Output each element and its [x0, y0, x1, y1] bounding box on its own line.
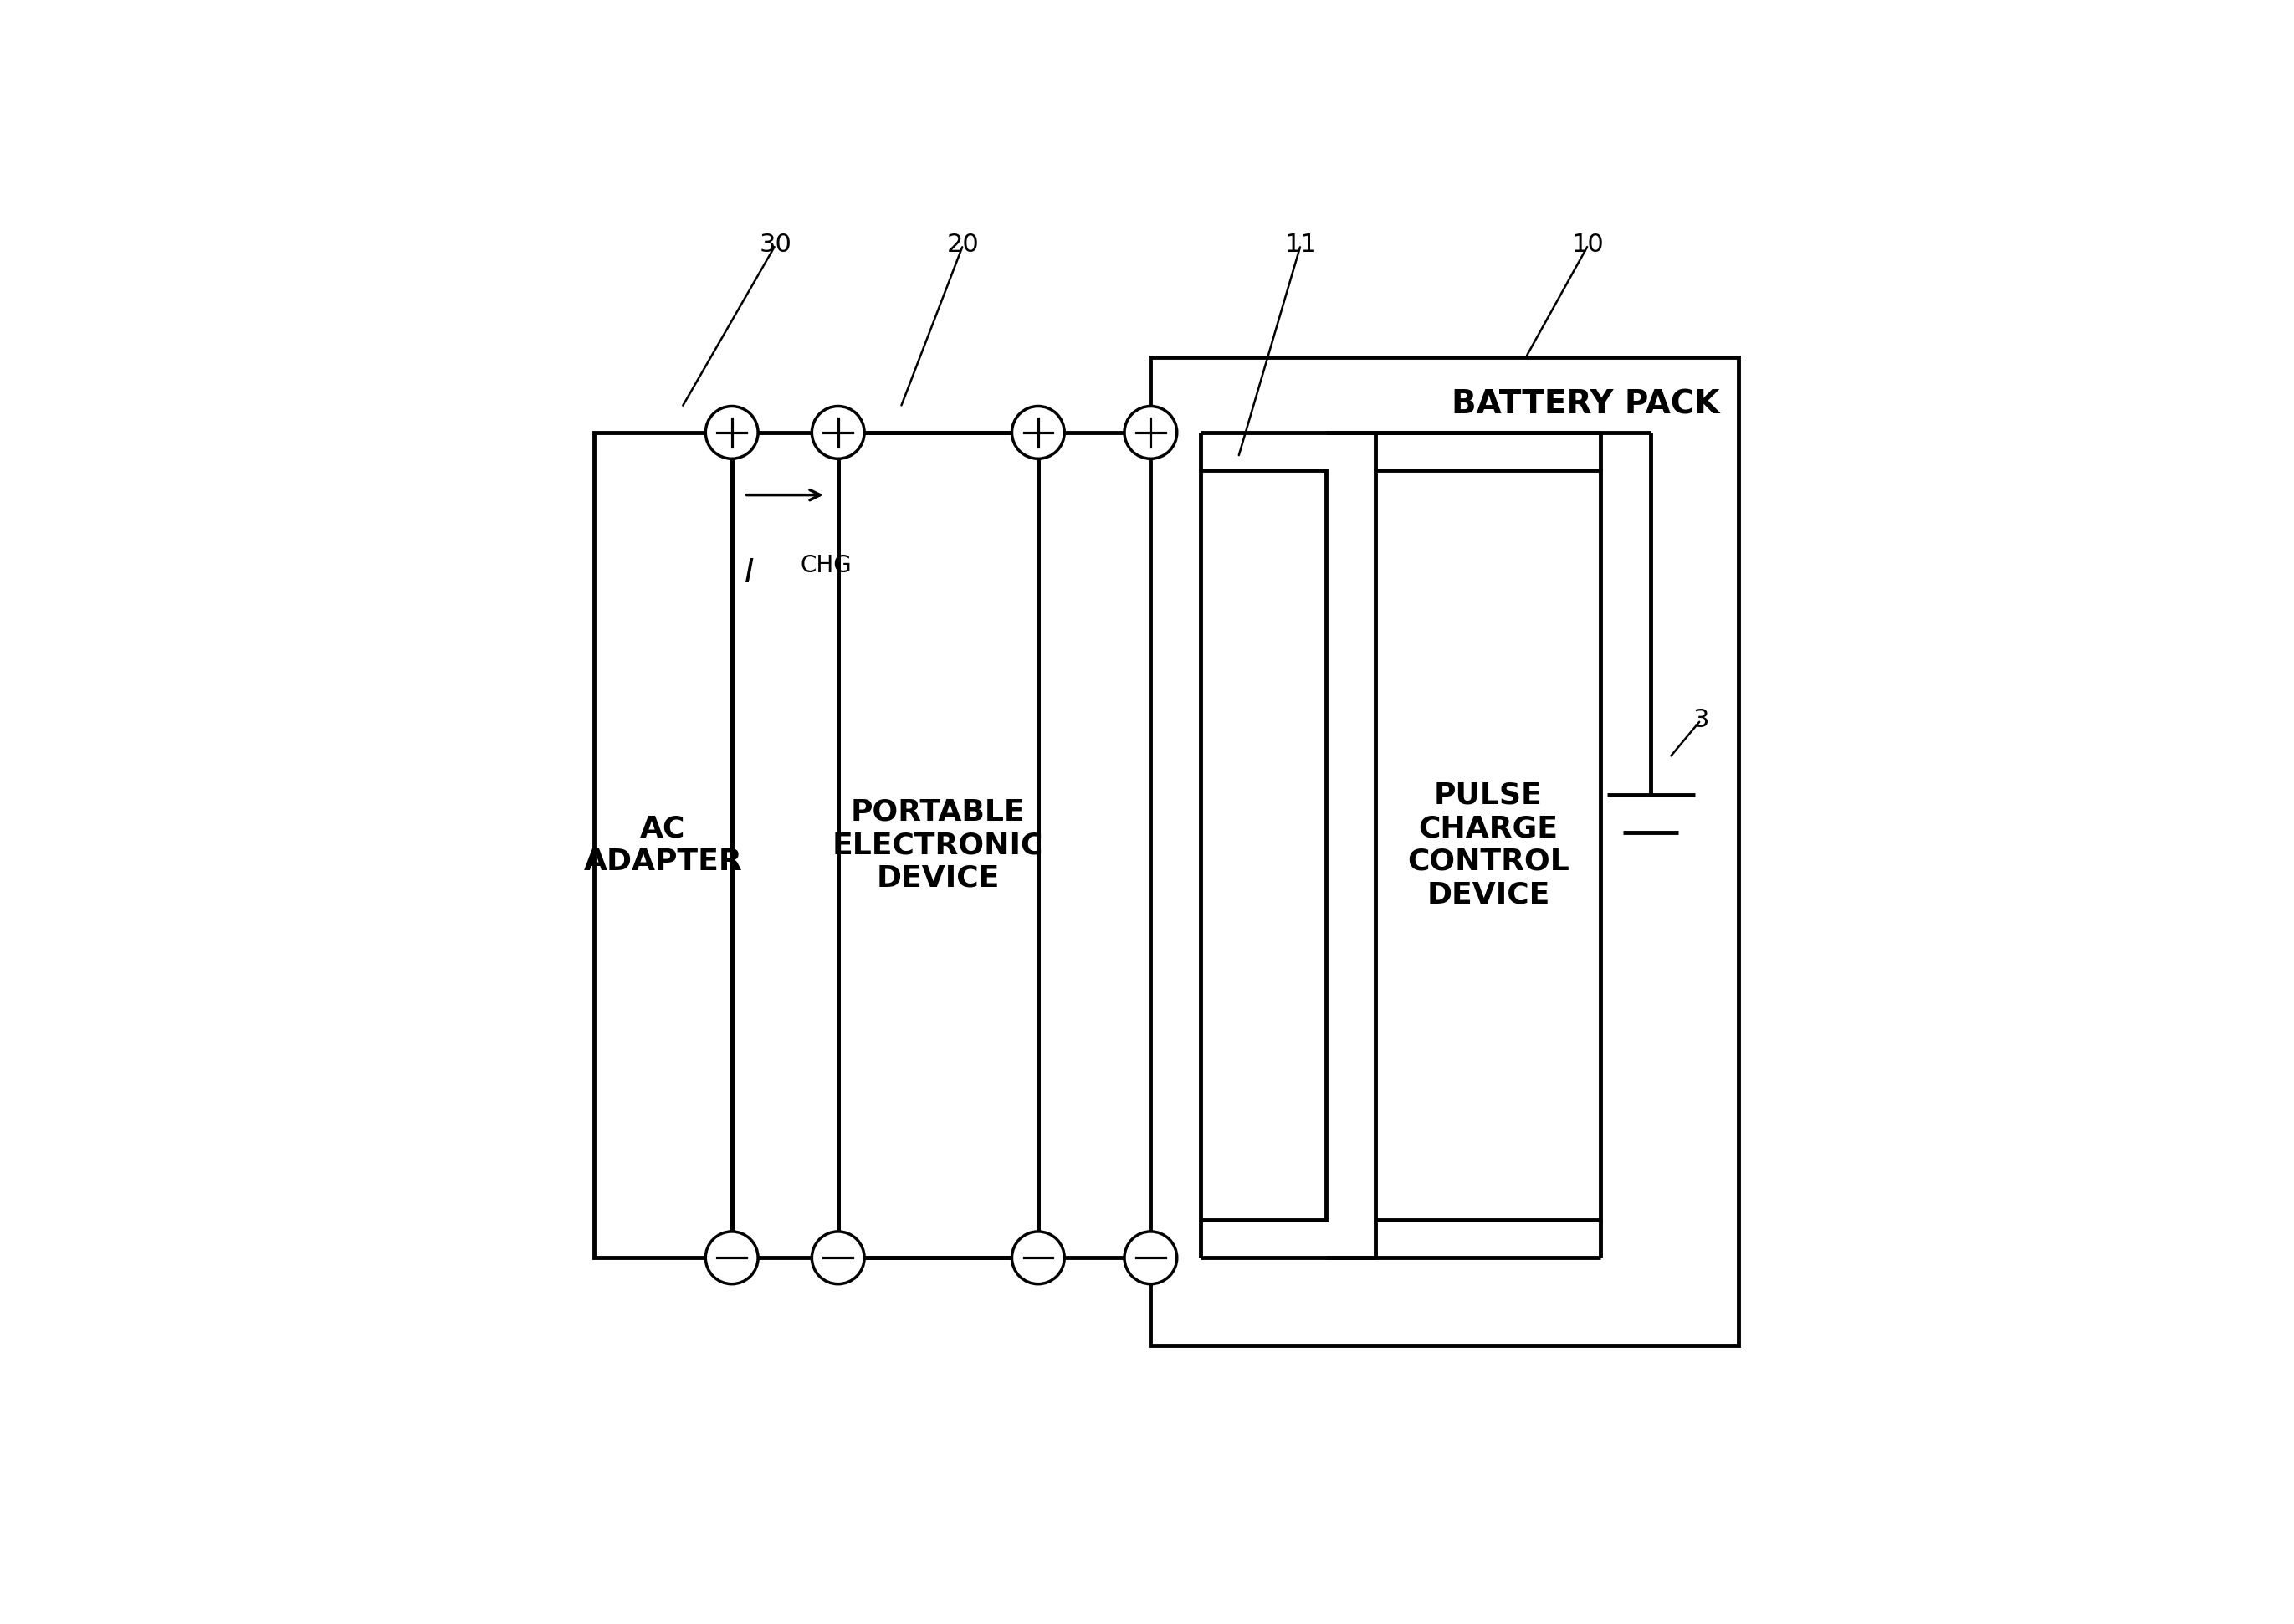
Circle shape — [707, 1231, 757, 1285]
Text: 11: 11 — [1285, 232, 1317, 257]
Text: 3: 3 — [1693, 708, 1709, 732]
Text: BATTERY PACK: BATTERY PACK — [1452, 388, 1720, 421]
Bar — [594, 432, 732, 1257]
Circle shape — [1124, 406, 1177, 458]
Bar — [1200, 469, 1326, 1220]
Circle shape — [1124, 1231, 1177, 1285]
Circle shape — [812, 1231, 865, 1285]
Text: 30: 30 — [759, 232, 791, 257]
Bar — [1376, 469, 1601, 1220]
Circle shape — [1012, 406, 1064, 458]
Text: PORTABLE
ELECTRONIC
DEVICE: PORTABLE ELECTRONIC DEVICE — [833, 797, 1044, 892]
Circle shape — [1012, 1231, 1064, 1285]
Text: 20: 20 — [947, 232, 980, 257]
Text: AC
ADAPTER: AC ADAPTER — [583, 814, 743, 875]
Circle shape — [812, 406, 865, 458]
Text: I: I — [743, 557, 755, 590]
Bar — [1152, 357, 1739, 1345]
Text: CHG: CHG — [801, 554, 851, 577]
Circle shape — [707, 406, 757, 458]
Text: PULSE
CHARGE
CONTROL
DEVICE: PULSE CHARGE CONTROL DEVICE — [1406, 781, 1569, 909]
Bar — [837, 432, 1039, 1257]
Text: 10: 10 — [1571, 232, 1604, 257]
